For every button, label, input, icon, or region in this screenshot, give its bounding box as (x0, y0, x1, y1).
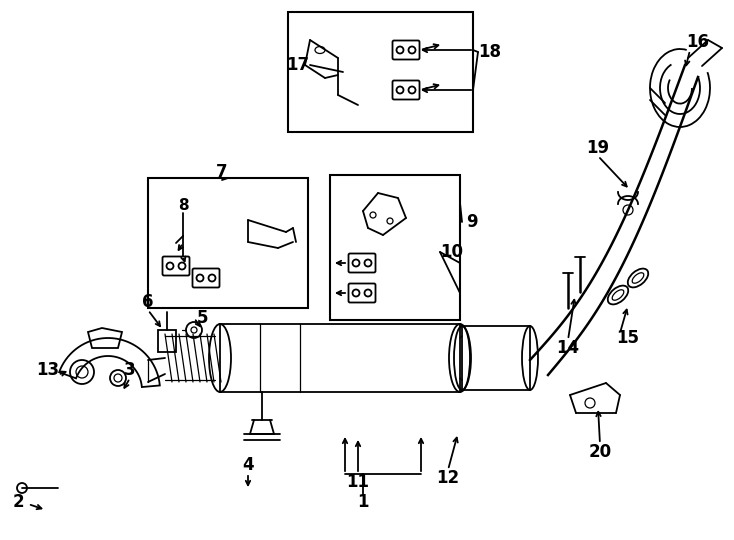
Bar (462, 326, 530, 390)
Text: 11: 11 (346, 473, 369, 491)
Text: 9: 9 (466, 213, 478, 231)
Text: 18: 18 (479, 43, 501, 61)
Text: 15: 15 (617, 329, 639, 347)
Text: 2: 2 (12, 493, 23, 511)
Bar (220, 324, 460, 392)
Text: 8: 8 (178, 199, 189, 213)
Text: 7: 7 (217, 163, 228, 181)
Text: 20: 20 (589, 443, 611, 461)
Text: 6: 6 (142, 293, 153, 311)
Text: 19: 19 (586, 139, 609, 157)
Text: 4: 4 (242, 456, 254, 474)
Text: 12: 12 (437, 469, 459, 487)
Text: 16: 16 (686, 33, 710, 51)
Text: 5: 5 (196, 309, 208, 327)
Text: 13: 13 (37, 361, 59, 379)
Bar (158, 330, 176, 352)
Text: 17: 17 (286, 56, 310, 74)
Bar (330, 175, 460, 320)
Bar (288, 12, 473, 132)
Bar (148, 178, 308, 308)
Text: 3: 3 (124, 361, 136, 379)
Text: 10: 10 (440, 243, 463, 261)
Text: 1: 1 (357, 493, 368, 511)
Text: 14: 14 (556, 339, 580, 357)
